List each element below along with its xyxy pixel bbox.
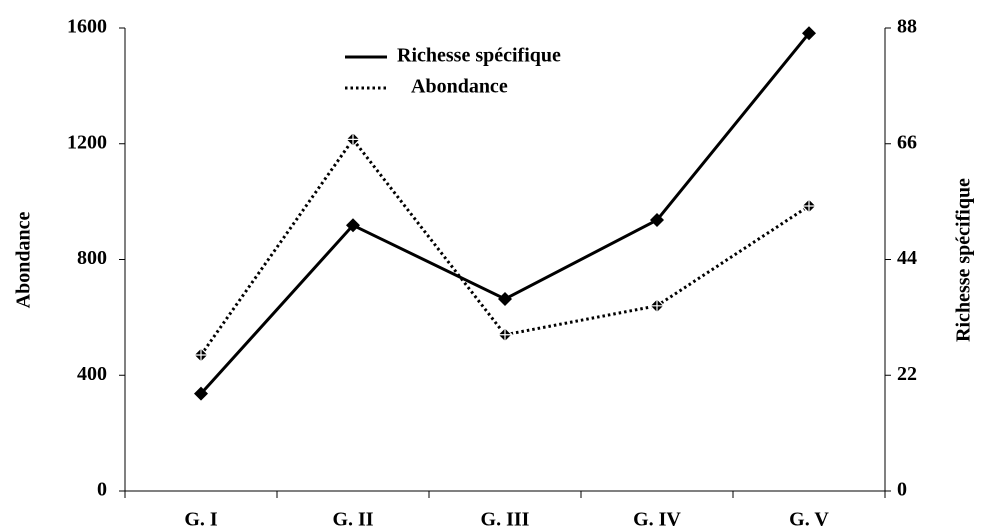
y2-tick-label: 44	[897, 247, 917, 269]
marker	[498, 291, 512, 306]
marker	[650, 213, 664, 228]
series-line	[199, 136, 810, 356]
y-tick-label: 800	[77, 247, 107, 269]
y-axis-label: Abondance	[13, 212, 35, 309]
legend-label: Abondance	[411, 76, 508, 98]
x-tick-label: G. V	[789, 509, 829, 530]
y-tick-label: 400	[77, 363, 107, 385]
legend-label: Richesse spécifique	[397, 45, 561, 67]
y2-tick-label: 66	[897, 131, 917, 153]
x-tick-label: G. II	[332, 509, 373, 530]
y-tick-label: 1200	[67, 131, 107, 153]
marker	[801, 198, 817, 214]
y2-tick-label: 0	[897, 479, 907, 501]
y2-tick-label: 88	[897, 16, 917, 38]
y2-tick-label: 22	[897, 363, 917, 385]
marker	[802, 26, 816, 41]
marker	[346, 218, 360, 233]
y-tick-label: 1600	[67, 16, 107, 38]
y-tick-label: 0	[97, 479, 107, 501]
marker	[649, 297, 665, 314]
x-tick-label: G. IV	[633, 509, 681, 530]
x-tick-label: G. III	[481, 509, 530, 530]
marker	[497, 326, 513, 343]
marker	[193, 347, 209, 363]
x-tick-label: G. I	[184, 509, 218, 530]
marker	[194, 386, 208, 401]
y2-axis-label: Richesse spécifique	[953, 178, 975, 342]
marker	[345, 131, 361, 148]
